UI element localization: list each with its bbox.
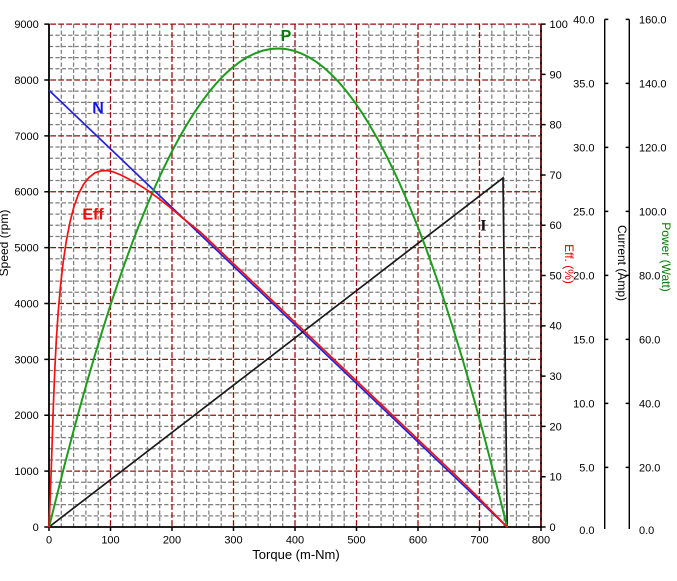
- svg-text:400: 400: [286, 535, 304, 547]
- svg-text:200: 200: [163, 535, 181, 547]
- svg-text:30.0: 30.0: [573, 142, 594, 154]
- svg-text:7000: 7000: [14, 131, 38, 143]
- svg-text:120.0: 120.0: [639, 142, 667, 154]
- svg-text:8000: 8000: [14, 75, 38, 87]
- svg-text:Eff. (%): Eff. (%): [562, 244, 576, 284]
- svg-text:40: 40: [550, 321, 562, 333]
- svg-text:50: 50: [550, 270, 562, 282]
- svg-text:20.0: 20.0: [573, 270, 594, 282]
- svg-text:1000: 1000: [14, 466, 38, 478]
- svg-text:140.0: 140.0: [639, 78, 667, 90]
- svg-text:500: 500: [347, 535, 365, 547]
- svg-text:I: I: [480, 218, 486, 235]
- svg-text:700: 700: [470, 535, 488, 547]
- svg-text:9000: 9000: [14, 19, 38, 31]
- svg-text:5.0: 5.0: [579, 462, 594, 474]
- svg-text:80.0: 80.0: [639, 270, 660, 282]
- svg-text:90: 90: [550, 69, 562, 81]
- svg-text:600: 600: [409, 535, 427, 547]
- svg-text:40.0: 40.0: [573, 14, 594, 26]
- svg-text:35.0: 35.0: [573, 78, 594, 90]
- svg-text:10.0: 10.0: [573, 398, 594, 410]
- svg-text:Eff: Eff: [82, 207, 104, 224]
- svg-text:Torque (m-Nm): Torque (m-Nm): [252, 547, 339, 562]
- svg-text:15.0: 15.0: [573, 334, 594, 346]
- svg-text:5000: 5000: [14, 243, 38, 255]
- svg-text:3000: 3000: [14, 354, 38, 366]
- svg-text:800: 800: [532, 535, 550, 547]
- svg-text:20.0: 20.0: [639, 462, 660, 474]
- svg-text:60.0: 60.0: [639, 334, 660, 346]
- svg-text:300: 300: [224, 535, 242, 547]
- svg-text:Current (Amp): Current (Amp): [615, 225, 629, 301]
- svg-text:40.0: 40.0: [639, 398, 660, 410]
- svg-text:0: 0: [33, 522, 39, 534]
- svg-text:25.0: 25.0: [573, 206, 594, 218]
- svg-text:100: 100: [550, 19, 568, 31]
- svg-text:0.0: 0.0: [579, 525, 594, 537]
- svg-text:Speed (rpm): Speed (rpm): [0, 210, 11, 277]
- svg-text:0.0: 0.0: [639, 525, 654, 537]
- svg-text:4000: 4000: [14, 298, 38, 310]
- svg-text:160.0: 160.0: [639, 14, 667, 26]
- svg-text:10: 10: [550, 472, 562, 484]
- svg-text:N: N: [92, 100, 104, 117]
- svg-text:100: 100: [101, 535, 119, 547]
- svg-text:20: 20: [550, 421, 562, 433]
- svg-text:70: 70: [550, 170, 562, 182]
- svg-text:30: 30: [550, 371, 562, 383]
- svg-text:80: 80: [550, 120, 562, 132]
- svg-text:100.0: 100.0: [639, 206, 667, 218]
- svg-text:60: 60: [550, 220, 562, 232]
- svg-text:Power (Watt): Power (Watt): [659, 222, 673, 292]
- svg-text:0: 0: [550, 522, 556, 534]
- svg-text:6000: 6000: [14, 187, 38, 199]
- svg-text:P: P: [281, 28, 292, 45]
- svg-text:0: 0: [46, 535, 52, 547]
- svg-text:2000: 2000: [14, 410, 38, 422]
